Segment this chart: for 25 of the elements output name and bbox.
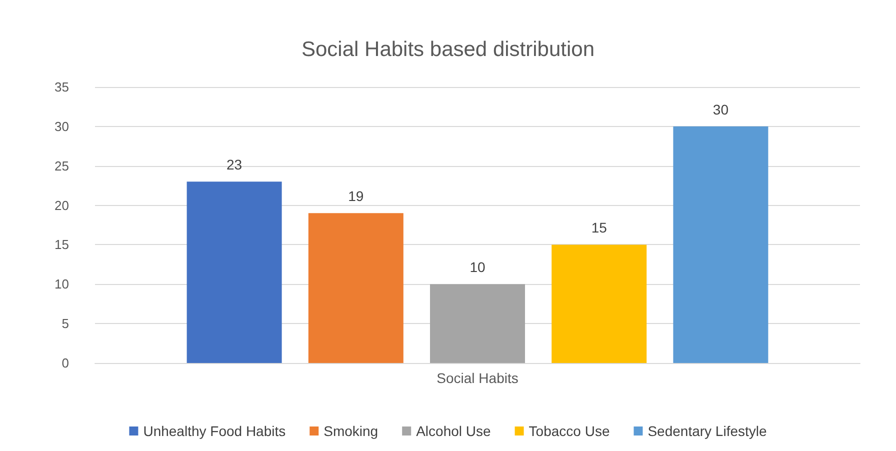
chart-title: Social Habits based distribution [302,38,594,61]
data-label: 19 [348,188,364,204]
legend-label: Unhealthy Food Habits [143,423,286,439]
data-label: 15 [591,220,608,236]
legend-label: Smoking [324,423,378,439]
bar [186,182,282,363]
data-label: 10 [470,259,486,276]
data-label: 30 [712,101,729,118]
y-tick-label: 35 [54,80,69,94]
y-tick-label: 0 [62,356,69,370]
y-tick-label: 30 [54,118,69,134]
y-tick-label: 20 [54,198,69,213]
legend-label: Alcohol Use [416,423,492,439]
y-tick-label: 25 [54,158,69,174]
legend-label: Sedentary Lifestyle [648,423,768,439]
bar [308,213,404,363]
legend-label: Tobacco Use [528,423,610,439]
bar [430,284,525,363]
x-tick-label: Social Habits [436,370,518,386]
y-tick-label: 5 [62,316,69,332]
bar [673,126,768,363]
y-tick-label: 10 [54,276,69,292]
y-tick-label: 15 [54,237,69,252]
bar [552,244,647,363]
data-label: 23 [226,156,242,173]
